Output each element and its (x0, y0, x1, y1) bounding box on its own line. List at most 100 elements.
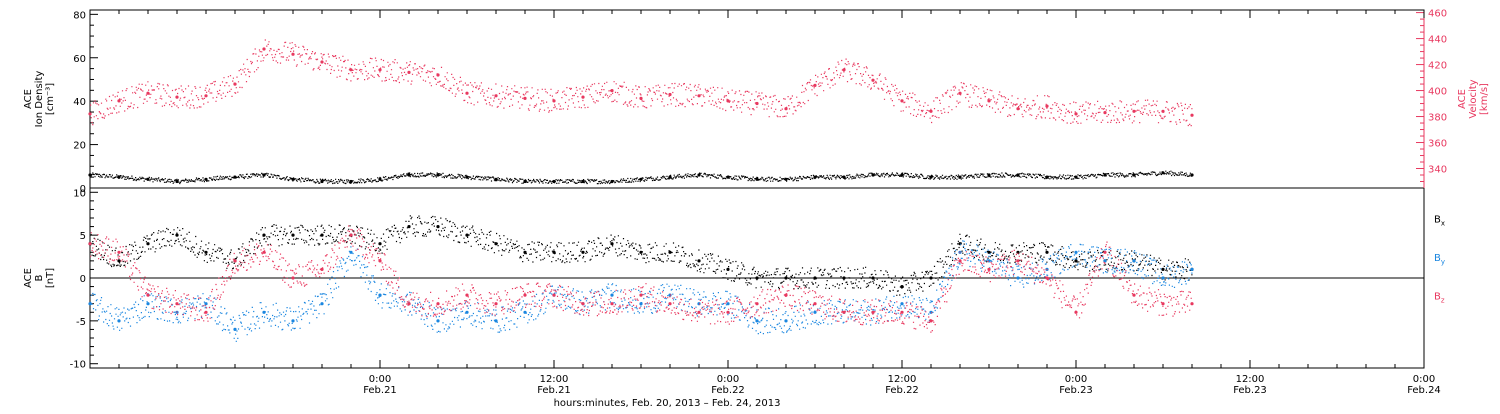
velocity-point (726, 99, 730, 103)
b-tick-label: -5 (76, 317, 86, 328)
bx-point (697, 259, 701, 263)
velocity-point (668, 92, 672, 97)
bx-point (929, 276, 933, 280)
bx-point (610, 242, 614, 246)
bz-point (581, 302, 585, 306)
x-tick-label-time: 12:00 (1236, 374, 1265, 385)
density-axis-label: [cm⁻³] (45, 83, 56, 115)
velocity-point (117, 99, 121, 103)
bx-point (755, 276, 759, 280)
bz-point (175, 302, 179, 306)
density-tick-label: 20 (73, 141, 86, 152)
density-point (407, 173, 411, 177)
bz-point (639, 293, 643, 297)
x-tick-label-date: Feb.23 (1233, 385, 1267, 396)
velocity-axis-label: [km/s] (1479, 83, 1490, 115)
bz-point (987, 267, 991, 271)
x-tick-label-time: 0:00 (1413, 374, 1435, 385)
x-tick-label-time: 12:00 (540, 374, 569, 385)
velocity-point (581, 95, 585, 99)
b-axis-label: ACE (23, 268, 34, 288)
velocity-point (291, 52, 295, 56)
bx-point (378, 242, 382, 246)
x-tick-label-time: 0:00 (1065, 374, 1087, 385)
bx-point (784, 276, 788, 280)
by-point (1190, 267, 1194, 271)
velocity-tick-label: 380 (1428, 113, 1447, 124)
bx-point (146, 242, 150, 246)
velocity-point (929, 109, 933, 113)
bz-point (668, 302, 672, 306)
velocity-point (378, 68, 382, 72)
density-cloud (90, 170, 1193, 185)
bz-point (407, 302, 411, 306)
by-point (204, 302, 208, 306)
density-tick-label: 60 (73, 54, 86, 65)
bz-point (494, 302, 498, 306)
b-tick-label: 5 (80, 231, 86, 242)
velocity-point (813, 83, 817, 87)
velocity-point (523, 96, 527, 100)
bx-point (204, 250, 208, 254)
velocity-point (88, 112, 92, 116)
velocity-point (204, 94, 208, 98)
bx-point (726, 267, 730, 271)
density-tick-label: 80 (73, 10, 86, 21)
bz-point (465, 293, 469, 297)
by-point (813, 310, 817, 314)
legend-label: Bz (1434, 291, 1445, 304)
velocity-tick-label: 460 (1428, 9, 1447, 20)
by-point (320, 302, 324, 306)
by-point (1161, 276, 1165, 280)
bz-point (204, 310, 208, 314)
density-axis-label: Ion Density (34, 71, 45, 128)
velocity-tick-label: 360 (1428, 139, 1447, 150)
by-point (610, 293, 614, 297)
bz-point (900, 310, 904, 314)
x-tick-label-time: 0:00 (717, 374, 739, 385)
bx-point (175, 233, 179, 237)
bz-point (233, 259, 237, 263)
by-point (755, 319, 759, 323)
velocity-tick-label: 440 (1428, 35, 1447, 46)
by-point (146, 302, 150, 306)
bz-point (755, 302, 759, 306)
by-cloud (90, 240, 1193, 342)
legend-label: Bx (1434, 214, 1445, 227)
bz-point (117, 250, 121, 254)
bx-point (320, 233, 324, 237)
bz-point (291, 276, 295, 280)
velocity-axis-label: ACE (1457, 89, 1468, 109)
density-axis-label: ACE (23, 89, 34, 109)
b-axis-label: B (34, 274, 45, 281)
velocity-tick-label: 400 (1428, 87, 1447, 98)
velocity-point (552, 99, 556, 103)
bz-point (320, 267, 324, 271)
velocity-tick-label: 420 (1428, 61, 1447, 72)
bz-cloud (90, 225, 1193, 333)
by-point (1016, 276, 1020, 280)
velocity-point (1074, 112, 1078, 116)
bx-point (871, 276, 875, 280)
by-point (784, 319, 788, 323)
bz-point (349, 233, 353, 237)
b-tick-label: -10 (70, 360, 86, 371)
by-point (291, 319, 295, 323)
velocity-point (871, 78, 875, 82)
by-point (1103, 259, 1107, 263)
b-tick-label: 10 (73, 188, 86, 199)
bz-point (552, 293, 556, 297)
velocity-point (755, 101, 759, 106)
x-tick-label-date: Feb.21 (537, 385, 571, 396)
bx-point (581, 250, 585, 254)
velocity-point (1132, 109, 1136, 113)
x-tick-label-date: Feb.22 (711, 385, 745, 396)
by-point (349, 250, 353, 254)
bz-point (1045, 276, 1049, 280)
bz-point (88, 242, 92, 246)
velocity-point (407, 70, 411, 74)
bz-point (813, 302, 817, 306)
b-tick-label: 0 (80, 274, 86, 285)
